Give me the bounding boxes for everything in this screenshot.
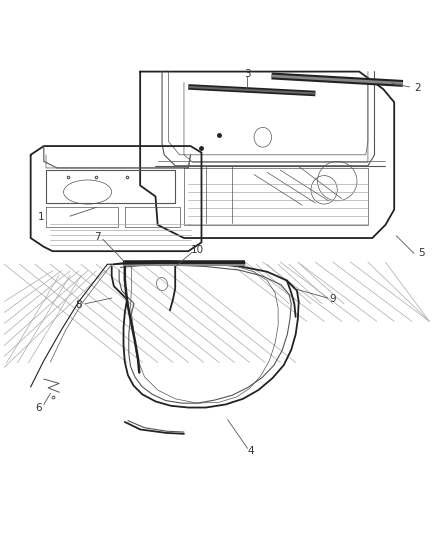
Text: 5: 5 — [418, 248, 425, 259]
Text: 4: 4 — [247, 446, 254, 456]
Text: 6: 6 — [35, 402, 42, 413]
Text: 2: 2 — [414, 83, 421, 93]
Text: 3: 3 — [244, 69, 251, 79]
Text: 9: 9 — [329, 294, 336, 304]
Text: 8: 8 — [75, 300, 82, 310]
Text: 1: 1 — [38, 213, 45, 222]
Text: 7: 7 — [94, 232, 101, 242]
Text: 10: 10 — [191, 245, 204, 255]
